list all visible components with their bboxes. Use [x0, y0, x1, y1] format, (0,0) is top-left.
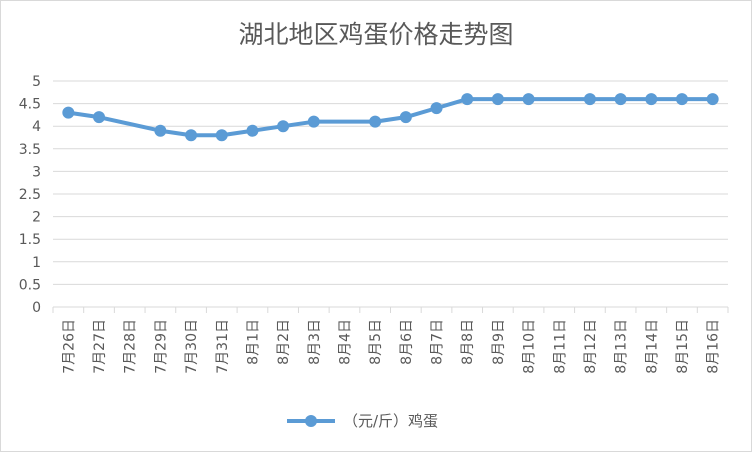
- x-tick-label: 8月10日: [522, 319, 538, 374]
- x-tick-label: 7月30日: [184, 319, 200, 374]
- x-tick-label: 8月4日: [337, 319, 353, 365]
- x-tick-label: 8月2日: [276, 319, 292, 365]
- data-point: [246, 124, 259, 137]
- chart-title: 湖北地区鸡蛋价格走势图: [238, 20, 513, 49]
- y-tick-label: 0: [32, 300, 41, 316]
- gridlines: [52, 80, 729, 313]
- data-point: [307, 115, 320, 128]
- x-tick-label: 8月1日: [245, 319, 261, 365]
- x-axis-ticks: 7月26日 7月27日 7月28日 7月29日 7月30日 7月31日 8月1日 8月2日 8月…: [61, 319, 721, 374]
- data-point: [583, 93, 596, 106]
- x-tick-label: 8月9日: [491, 319, 507, 365]
- y-tick-label: 2: [32, 210, 41, 226]
- data-point: [62, 106, 75, 119]
- series-layer: [62, 93, 719, 142]
- data-point: [706, 93, 719, 106]
- legend-dot-marker: [305, 415, 317, 427]
- legend: （元/斤）鸡蛋: [287, 412, 438, 430]
- x-tick-label: 8月3日: [307, 319, 323, 365]
- data-point: [522, 93, 535, 106]
- y-tick-label: 1.5: [19, 232, 41, 248]
- legend-label: （元/斤）鸡蛋: [343, 412, 438, 430]
- data-point: [491, 93, 504, 106]
- data-point: [277, 120, 290, 133]
- data-point: [399, 111, 412, 124]
- data-point: [215, 129, 228, 142]
- y-tick-label: 3: [32, 164, 41, 180]
- x-tick-label: 7月27日: [92, 319, 108, 374]
- y-tick-label: 0.5: [19, 277, 41, 293]
- x-tick-label: 8月11日: [552, 319, 568, 374]
- y-tick-label: 4: [32, 119, 41, 135]
- data-point: [369, 115, 382, 128]
- data-point: [185, 129, 198, 142]
- x-tick-label: 7月28日: [123, 319, 139, 374]
- x-tick-label: 7月31日: [215, 319, 231, 374]
- y-tick-label: 1: [32, 255, 41, 271]
- x-tick-label: 8月15日: [675, 319, 691, 374]
- x-tick-label: 8月16日: [706, 319, 722, 374]
- x-tick-label: 8月13日: [614, 319, 630, 374]
- x-tick-label: 7月29日: [153, 319, 169, 374]
- x-tick-label: 8月7日: [430, 319, 446, 365]
- data-point: [645, 93, 658, 106]
- data-point: [430, 102, 443, 115]
- y-tick-label: 2.5: [19, 187, 41, 203]
- y-tick-label: 4.5: [19, 97, 41, 113]
- data-point: [93, 111, 106, 124]
- data-point: [675, 93, 688, 106]
- x-tick-label: 8月5日: [368, 319, 384, 365]
- x-tick-label: 8月8日: [460, 319, 476, 365]
- data-point: [614, 93, 627, 106]
- x-tick-label: 7月26日: [61, 319, 77, 374]
- data-point: [461, 93, 474, 106]
- x-tick-label: 8月12日: [583, 319, 599, 374]
- x-tick-label: 8月14日: [644, 319, 660, 374]
- data-point: [154, 124, 167, 137]
- y-tick-label: 5: [32, 74, 41, 90]
- y-axis-ticks: 0 0.5 1 1.5 2 2.5 3 3.5 4 4.5 5: [19, 74, 41, 316]
- x-tick-label: 8月6日: [399, 319, 415, 365]
- y-tick-label: 3.5: [19, 142, 41, 158]
